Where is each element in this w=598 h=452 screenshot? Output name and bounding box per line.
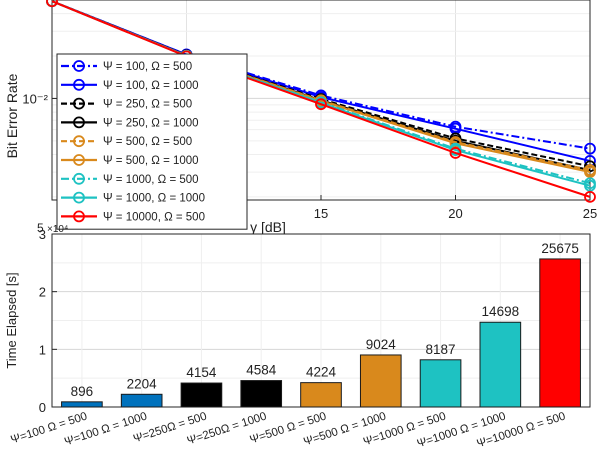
series-marker xyxy=(46,0,58,8)
legend-marker xyxy=(73,97,85,110)
y-axis-label: Bit Error Rate xyxy=(4,73,20,158)
series-line-9 xyxy=(51,0,591,198)
x-tick-label: 25 xyxy=(583,206,597,221)
series-marker xyxy=(584,142,596,155)
series-marker xyxy=(584,179,596,192)
series-marker xyxy=(449,147,462,159)
bar xyxy=(180,382,223,408)
legend-label: Ψ = 250, Ω = 1000 xyxy=(103,117,199,129)
y-exponent-prefix: 5 xyxy=(37,221,44,235)
legend-marker xyxy=(73,210,85,223)
bar xyxy=(61,401,103,408)
y-exponent-label: ×10⁴ xyxy=(47,224,68,235)
legend-label: Ψ = 1000, Ω = 1000 xyxy=(103,193,205,205)
bar xyxy=(419,359,462,408)
bar xyxy=(300,382,342,408)
bar-value-label: 2204 xyxy=(127,376,158,391)
legend-marker xyxy=(73,154,85,166)
y-tick-label: 10⁻² xyxy=(22,91,48,106)
series-marker xyxy=(584,190,596,203)
bar xyxy=(120,393,163,408)
x-tick-label: 15 xyxy=(314,206,328,221)
legend-marker xyxy=(73,172,85,185)
bar-value-label: 8187 xyxy=(426,342,456,357)
series-marker xyxy=(584,166,596,178)
y-tick-label: 2 xyxy=(39,285,46,300)
bar-value-label: 9024 xyxy=(366,337,397,352)
bar xyxy=(240,380,283,408)
series-line-3 xyxy=(51,0,591,168)
legend-marker xyxy=(73,135,85,148)
y-tick-label: 1 xyxy=(39,342,46,357)
bar-value-label: 25675 xyxy=(541,241,579,256)
y-axis-label: Time Elapsed [s] xyxy=(4,272,19,368)
series-marker xyxy=(315,98,327,111)
legend-label: Ψ = 500, Ω = 500 xyxy=(103,136,192,148)
bar xyxy=(539,258,581,408)
y-tick-label: 3 xyxy=(39,227,46,242)
x-axis-label: γ [dB] xyxy=(250,219,286,235)
bar-value-label: 4224 xyxy=(306,365,337,380)
bar-value-label: 4154 xyxy=(186,365,217,380)
legend-marker xyxy=(73,78,85,91)
legend-label: Ψ = 500, Ω = 1000 xyxy=(103,155,199,167)
legend-marker xyxy=(73,116,85,129)
legend-label: Ψ = 250, Ω = 500 xyxy=(103,99,192,111)
y-tick-label: 0 xyxy=(39,400,46,415)
series-line-5 xyxy=(51,0,591,172)
legend-label: Ψ = 1000, Ω = 500 xyxy=(103,174,199,186)
bar xyxy=(359,354,402,408)
bar-value-label: 896 xyxy=(71,384,94,399)
legend-marker xyxy=(73,191,85,204)
legend-marker xyxy=(73,60,85,72)
x-tick-label: 20 xyxy=(448,206,462,221)
legend-label: Ψ = 100, Ω = 1000 xyxy=(103,80,199,92)
bar-value-label: 14698 xyxy=(482,304,520,319)
bar-value-label: 4584 xyxy=(246,363,277,378)
legend-label: Ψ = 100, Ω = 500 xyxy=(103,61,192,73)
bar xyxy=(479,321,522,408)
legend-label: Ψ = 10000, Ω = 500 xyxy=(103,211,205,223)
